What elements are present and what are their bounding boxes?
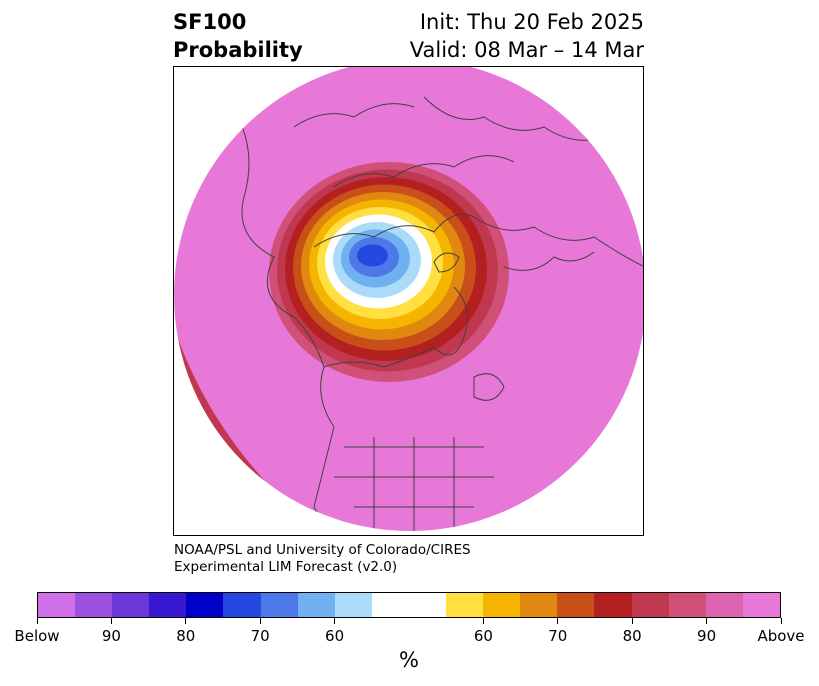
colorbar-tick [780, 618, 782, 624]
colorbar-segment [297, 593, 335, 617]
colorbar-tick-label: Below [14, 627, 60, 645]
title-probability: Probability [173, 38, 303, 62]
colorbar-segment [594, 593, 632, 617]
coastlines [203, 76, 643, 531]
colorbar-tick [185, 618, 187, 624]
colorbar-segment [334, 593, 372, 617]
colorbar-unit: % [399, 648, 419, 672]
colorbar-tick [482, 618, 484, 624]
colorbar-segment [557, 593, 595, 617]
colorbar-segment [483, 593, 521, 617]
map-svg [174, 67, 643, 531]
colorbar-segment [631, 593, 669, 617]
colorbar-segment [149, 593, 187, 617]
colorbar-tick-label: 80 [176, 627, 196, 645]
colorbar-tick [631, 618, 633, 624]
colorbar-segment [408, 593, 447, 617]
polar-map [173, 66, 644, 536]
init-date: Init: Thu 20 Feb 2025 [419, 10, 644, 34]
central-anomaly [269, 162, 509, 382]
colorbar-tick [36, 618, 38, 624]
colorbar-segment [446, 593, 484, 617]
anomaly-contour-11 [357, 244, 388, 267]
colorbar-tick-label: 90 [697, 627, 717, 645]
colorbar-tick [706, 618, 708, 624]
credit-institution: NOAA/PSL and University of Colorado/CIRE… [174, 542, 471, 558]
globe [174, 67, 643, 531]
colorbar-tick-label: 70 [250, 627, 270, 645]
title-variable: SF100 [173, 10, 247, 34]
colorbar-tick [259, 618, 261, 624]
colorbar-segment [112, 593, 150, 617]
colorbar-tick [334, 618, 336, 624]
colorbar-tick [110, 618, 112, 624]
colorbar-segment [38, 593, 76, 617]
colorbar-segment [260, 593, 298, 617]
colorbar-segment [742, 593, 780, 617]
credit-model: Experimental LIM Forecast (v2.0) [174, 559, 398, 575]
colorbar-segment [520, 593, 558, 617]
colorbar-tick-label: 70 [548, 627, 568, 645]
chart-title: SF100 Probability [173, 8, 303, 64]
colorbar-segment [186, 593, 224, 617]
colorbar-tick [557, 618, 559, 624]
colorbar-segment [668, 593, 706, 617]
colorbar-tick-label: 60 [325, 627, 345, 645]
colorbar-segment [705, 593, 743, 617]
colorbar-segment [223, 593, 261, 617]
valid-range: Valid: 08 Mar – 14 Mar [409, 38, 644, 62]
colorbar-segment [371, 593, 409, 617]
credits: NOAA/PSL and University of Colorado/CIRE… [174, 542, 471, 576]
colorbar-tick-label: 60 [473, 627, 493, 645]
forecast-dates: Init: Thu 20 Feb 2025 Valid: 08 Mar – 14… [410, 8, 644, 64]
colorbar-tick-label: 90 [101, 627, 121, 645]
colorbar-tick-label: 80 [622, 627, 642, 645]
colorbar-segment [75, 593, 113, 617]
colorbar [37, 592, 781, 618]
colorbar-tick-label: Above [757, 627, 805, 645]
